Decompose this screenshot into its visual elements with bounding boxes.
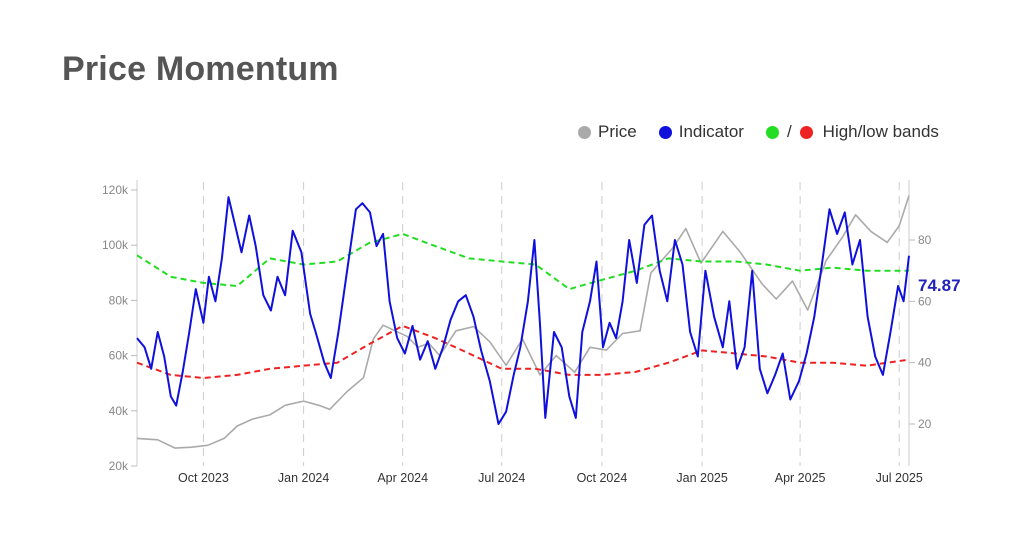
price-dot-icon (578, 125, 591, 139)
x-tick-label: Apr 2024 (377, 471, 428, 485)
legend-label-price: Price (598, 122, 637, 141)
price-line (136, 195, 910, 449)
legend-label-bands: High/low bands (822, 122, 939, 141)
indicator-line (136, 196, 910, 425)
legend-separator: / (786, 122, 792, 141)
y-left-tick-label: 20k (109, 459, 129, 473)
y-left-tick-label: 120k (102, 183, 129, 197)
x-ticks: Oct 2023 Jan 2024 Apr 2024 Jul 2024 Oct 2024… (178, 471, 923, 485)
legend: Price Indicator / High/low bands (578, 122, 939, 142)
grid-lines (202, 182, 900, 466)
left-y-ticks: 20k 40k 60k 80k 100k 120k (102, 183, 137, 473)
axes (136, 180, 910, 466)
x-tick-label: Oct 2023 (178, 471, 229, 485)
y-left-tick-label: 60k (109, 349, 129, 363)
y-left-tick-label: 80k (109, 293, 129, 307)
legend-item-bands[interactable]: / High/low bands (765, 122, 939, 142)
x-tick-label: Apr 2025 (775, 471, 826, 485)
x-tick-label: Oct 2024 (577, 471, 628, 485)
high-band-dot-icon (765, 125, 779, 139)
y-left-tick-label: 40k (109, 404, 129, 418)
y-left-tick-label: 100k (102, 238, 129, 252)
low-band-line (136, 324, 910, 379)
x-tick-label: Jan 2025 (676, 471, 727, 485)
legend-label-indicator: Indicator (678, 122, 744, 141)
indicator-dot-icon (658, 125, 672, 139)
legend-item-price[interactable]: Price (578, 122, 637, 142)
low-band-dot-icon (799, 125, 813, 139)
last-value-label: 74.87 (918, 276, 961, 295)
right-y-ticks: 20 40 60 80 (909, 233, 932, 431)
chart-title: Price Momentum (62, 50, 339, 88)
y-right-tick-label: 80 (918, 233, 932, 247)
high-band-line (136, 232, 909, 291)
y-right-tick-label: 20 (918, 417, 932, 431)
x-tick-label: Jul 2024 (478, 471, 525, 485)
y-right-tick-label: 40 (918, 356, 932, 370)
x-tick-label: Jul 2025 (876, 471, 923, 485)
y-right-tick-label: 60 (918, 294, 932, 308)
series-lines (136, 195, 910, 449)
legend-item-indicator[interactable]: Indicator (658, 122, 744, 142)
x-tick-label: Jan 2024 (278, 471, 329, 485)
